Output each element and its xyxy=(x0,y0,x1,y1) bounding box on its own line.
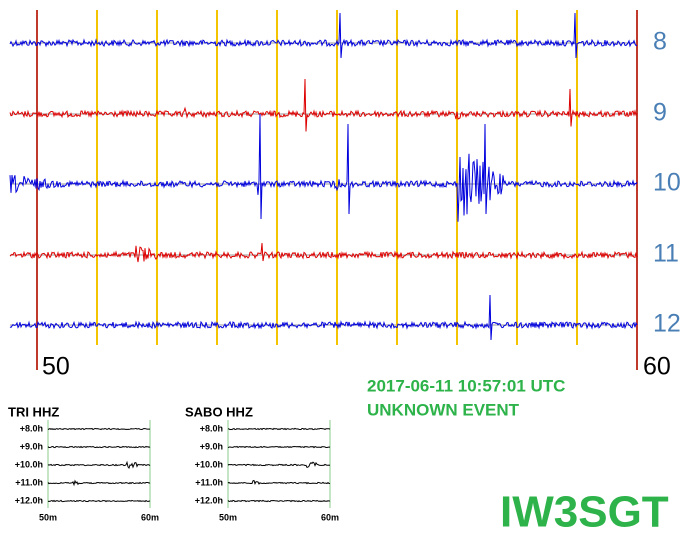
watermark: IW3SGT xyxy=(500,488,669,537)
panel-x-label: 60m xyxy=(321,512,339,522)
seismic-trace xyxy=(9,78,638,132)
panel-row-label: +8.0h xyxy=(200,423,223,433)
seismic-trace xyxy=(9,113,638,222)
row-label: 12 xyxy=(653,310,681,338)
panel-trace xyxy=(227,445,331,449)
seismic-trace xyxy=(9,242,638,263)
panel-row-label: +12.0h xyxy=(15,495,43,505)
panel-trace xyxy=(47,427,150,431)
station-name: TRI HHZ xyxy=(8,404,59,419)
row-label: 11 xyxy=(653,240,679,268)
seismic-trace xyxy=(9,12,637,59)
panel-row-label: +9.0h xyxy=(20,441,43,451)
end-label: 60 xyxy=(643,353,671,381)
panel-trace xyxy=(47,499,151,503)
row-label: 8 xyxy=(653,28,667,56)
panel-trace xyxy=(227,499,331,503)
panel-row-label: +9.0h xyxy=(200,441,223,451)
panel-row-label: +10.0h xyxy=(15,459,43,469)
station-panel: SABO HHZ +8.0h +9.0h +10.0h +11.0h +12.0h 50m 6… xyxy=(185,404,339,522)
panel-row-label: +12.0h xyxy=(195,495,223,505)
panel-x-label: 60m xyxy=(141,512,159,522)
panel-row-label: +11.0h xyxy=(15,477,43,487)
station-name: SABO HHZ xyxy=(185,404,253,419)
row-label: 10 xyxy=(653,169,681,197)
panel-trace xyxy=(47,479,151,487)
event-timestamp: 2017-06-11 10:57:01 UTC xyxy=(367,376,565,395)
event-type: UNKNOWN EVENT xyxy=(367,400,520,419)
panel-trace xyxy=(227,461,331,469)
main-plot: 8 9 10 11 12 xyxy=(9,10,681,370)
panel-x-label: 50m xyxy=(219,512,237,522)
station-panel: TRI HHZ +8.0h +9.0h +10.0h +11.0h +12.0h 50m 60… xyxy=(8,404,159,522)
seismic-trace xyxy=(9,294,638,341)
panel-trace xyxy=(227,479,330,485)
start-label: 50 xyxy=(42,353,70,381)
panel-x-label: 50m xyxy=(39,512,57,522)
panel-trace xyxy=(47,460,151,470)
panel-row-label: +8.0h xyxy=(20,423,43,433)
panel-row-label: +10.0h xyxy=(195,459,223,469)
panel-trace xyxy=(227,427,331,431)
panel-row-label: +11.0h xyxy=(195,477,223,487)
row-label: 9 xyxy=(653,99,667,127)
panel-trace xyxy=(47,445,151,449)
